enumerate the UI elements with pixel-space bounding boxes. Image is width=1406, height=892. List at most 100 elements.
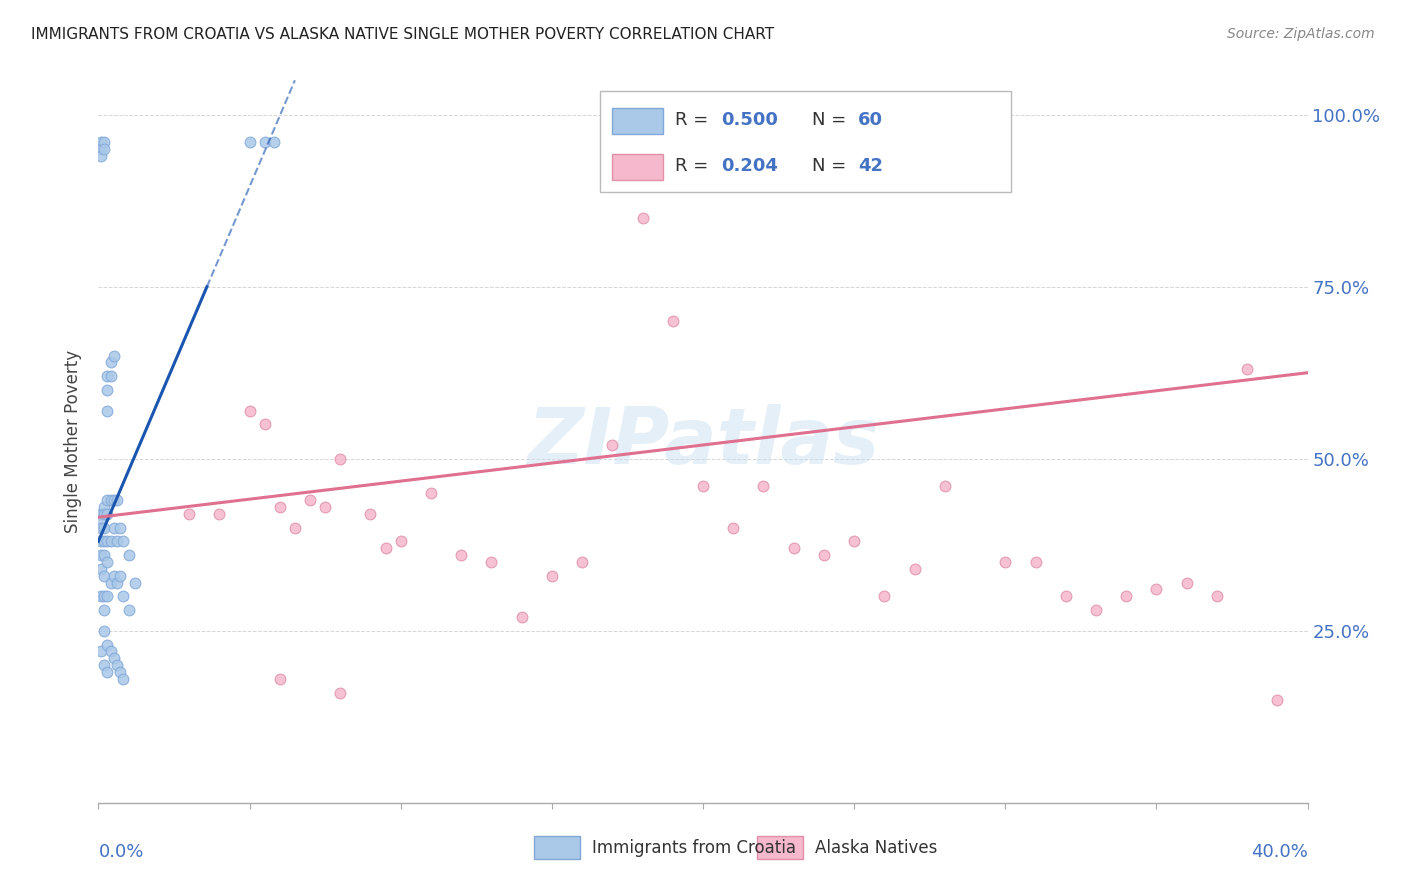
Point	[873, 590, 896, 604]
Point	[93, 548, 115, 562]
Text: N =: N =	[811, 111, 852, 129]
Point	[93, 624, 115, 638]
FancyBboxPatch shape	[600, 91, 1011, 193]
Point	[934, 479, 956, 493]
Point	[100, 644, 122, 658]
Point	[96, 507, 118, 521]
Point	[314, 500, 336, 514]
Point	[100, 534, 122, 549]
Point	[844, 534, 866, 549]
Text: IMMIGRANTS FROM CROATIA VS ALASKA NATIVE SINGLE MOTHER POVERTY CORRELATION CHART: IMMIGRANTS FROM CROATIA VS ALASKA NATIVE…	[31, 27, 775, 42]
Point	[481, 555, 503, 569]
Point	[96, 555, 118, 569]
Point	[239, 135, 262, 149]
Point	[90, 534, 112, 549]
Point	[994, 555, 1017, 569]
Point	[90, 507, 112, 521]
Point	[752, 479, 775, 493]
Point	[118, 603, 141, 617]
Point	[450, 548, 472, 562]
Text: Source: ZipAtlas.com: Source: ZipAtlas.com	[1227, 27, 1375, 41]
Text: Immigrants from Croatia: Immigrants from Croatia	[592, 838, 796, 856]
Point	[96, 638, 118, 652]
Text: N =: N =	[811, 156, 852, 175]
Point	[93, 142, 115, 156]
Y-axis label: Single Mother Poverty: Single Mother Poverty	[65, 350, 83, 533]
Point	[93, 568, 115, 582]
Point	[124, 575, 146, 590]
FancyBboxPatch shape	[613, 154, 664, 180]
Text: 60: 60	[858, 111, 883, 129]
Point	[208, 507, 231, 521]
Point	[253, 417, 276, 432]
Point	[571, 555, 593, 569]
Point	[1024, 555, 1046, 569]
Point	[90, 135, 112, 149]
Point	[510, 610, 533, 624]
Point	[93, 534, 115, 549]
FancyBboxPatch shape	[534, 836, 579, 859]
Point	[783, 541, 806, 556]
Point	[93, 500, 115, 514]
Point	[90, 514, 112, 528]
Point	[96, 369, 118, 384]
Point	[103, 493, 125, 508]
Point	[103, 520, 125, 534]
Point	[111, 590, 134, 604]
Point	[100, 493, 122, 508]
Point	[90, 142, 112, 156]
Point	[96, 665, 118, 679]
Point	[90, 548, 112, 562]
Point	[108, 665, 131, 679]
Point	[329, 451, 352, 466]
Point	[723, 520, 745, 534]
Point	[90, 562, 112, 576]
Point	[661, 314, 683, 328]
Point	[103, 349, 125, 363]
Point	[96, 383, 118, 397]
Point	[105, 658, 128, 673]
Point	[105, 534, 128, 549]
Point	[692, 479, 714, 493]
Point	[118, 548, 141, 562]
Point	[420, 486, 443, 500]
Point	[284, 520, 307, 534]
Text: R =: R =	[675, 111, 714, 129]
Point	[269, 672, 291, 686]
Point	[90, 520, 112, 534]
FancyBboxPatch shape	[613, 109, 664, 135]
Text: 40.0%: 40.0%	[1251, 843, 1308, 861]
Point	[100, 575, 122, 590]
Point	[93, 507, 115, 521]
Point	[602, 438, 624, 452]
Point	[90, 149, 112, 163]
Point	[263, 135, 285, 149]
Point	[1267, 692, 1289, 706]
Point	[105, 493, 128, 508]
Point	[329, 686, 352, 700]
Point	[239, 403, 262, 417]
Point	[904, 562, 927, 576]
Point	[108, 568, 131, 582]
Point	[631, 211, 654, 225]
Text: 0.500: 0.500	[721, 111, 778, 129]
Point	[100, 369, 122, 384]
Text: 0.204: 0.204	[721, 156, 778, 175]
Point	[100, 355, 122, 369]
Point	[1206, 590, 1229, 604]
Point	[96, 493, 118, 508]
Point	[93, 590, 115, 604]
Point	[1144, 582, 1167, 597]
Point	[253, 135, 276, 149]
Point	[111, 672, 134, 686]
Point	[96, 590, 118, 604]
Point	[389, 534, 412, 549]
Text: 42: 42	[858, 156, 883, 175]
Point	[93, 603, 115, 617]
Point	[813, 548, 835, 562]
Point	[269, 500, 291, 514]
Point	[93, 135, 115, 149]
Point	[1054, 590, 1077, 604]
Point	[1115, 590, 1137, 604]
Point	[540, 568, 562, 582]
